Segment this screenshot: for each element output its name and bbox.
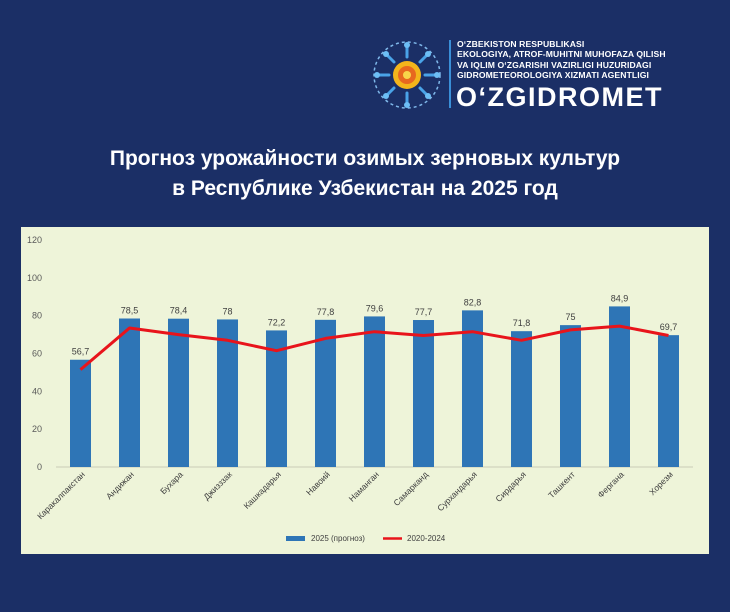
data-label: 77,7: [415, 307, 433, 317]
average-line: [79, 324, 669, 371]
bar: [560, 325, 581, 467]
brand-name: O‘ZGIDROMET: [456, 82, 663, 112]
agency-line: VA IQLIM O‘ZGARISHI VAZIRLIGI HUZURIDAGI: [457, 59, 652, 70]
data-label: 72,2: [268, 317, 286, 327]
x-tick-label: Хорезм: [647, 469, 675, 497]
data-label: 78,5: [121, 306, 139, 316]
data-label: 71,8: [513, 318, 531, 328]
x-tick-label: Джизззак: [201, 469, 234, 502]
y-tick-label: 40: [32, 386, 42, 396]
x-tick-label: Андижан: [104, 469, 136, 501]
y-tick-label: 20: [32, 424, 42, 434]
y-tick-label: 100: [27, 273, 42, 283]
bar: [609, 306, 630, 467]
bar: [413, 320, 434, 467]
y-tick-label: 120: [27, 235, 42, 245]
agency-line: O‘ZBEKISTON RESPUBLIKASI: [457, 39, 585, 49]
x-tick-label: Кашкадарья: [241, 469, 283, 511]
sun-snowflake-emblem-icon: [373, 41, 441, 109]
data-label: 78,4: [170, 306, 188, 316]
data-label: 82,8: [464, 297, 482, 307]
x-tick-label: Наманган: [347, 469, 381, 503]
x-tick-label: Самарканд: [391, 469, 430, 508]
x-tick-label: Бухара: [158, 469, 185, 496]
title-line-1: Прогноз урожайности озимых зерновых куль…: [109, 147, 621, 170]
bar: [315, 319, 336, 467]
legend-swatch-bar: [286, 536, 305, 541]
bar: [70, 359, 91, 467]
bar: [168, 318, 189, 467]
y-tick-label: 0: [37, 462, 42, 472]
data-label: 79,6: [366, 303, 384, 313]
bar: [658, 335, 679, 467]
data-label: 56,7: [72, 347, 90, 357]
logo-divider: [449, 40, 451, 108]
x-tick-label: Сурхандарья: [435, 469, 479, 513]
legend-label: 2025 (прогноз): [311, 534, 365, 543]
data-label: 78: [222, 306, 232, 316]
data-label: 77,8: [317, 307, 335, 317]
bar: [364, 316, 385, 467]
data-label: 69,7: [660, 322, 678, 332]
page-title: Прогноз урожайности озимых зерновых куль…: [0, 144, 730, 204]
data-label: 75: [565, 312, 575, 322]
y-tick-label: 60: [32, 349, 42, 359]
x-tick-label: Сирдарья: [493, 469, 528, 504]
x-tick-label: Каракалпакстан: [35, 469, 87, 521]
chart-panel: 0 20 40 60 80 100 120 56,7 78,5 78,4 78 72,2 77,8 79,…: [21, 227, 709, 554]
agency-line: GIDROMETEOROLOGIYA XIZMATI AGENTLIGI: [457, 70, 650, 81]
agency-name: O‘ZBEKISTON RESPUBLIKASI EKOLOGIYA, ATRO…: [457, 39, 666, 81]
x-tick-label: Фергана: [596, 469, 627, 500]
title-line-2: в Республике Узбекистан на 2025 год: [172, 177, 558, 200]
x-tick-label: Навоий: [304, 469, 332, 497]
bar: [217, 319, 238, 467]
bar: [462, 310, 483, 467]
legend-label: 2020-2024: [407, 534, 446, 543]
agency-line: EKOLOGIYA, ATROF-MUHITNI MUHOFAZA QILISH: [457, 49, 666, 60]
data-label: 84,9: [611, 293, 629, 303]
bar: [511, 331, 532, 467]
x-tick-label: Ташкент: [546, 469, 577, 500]
bar: [266, 330, 287, 467]
yield-chart: 0 20 40 60 80 100 120 56,7 78,5 78,4 78 72,2 77,8 79,…: [27, 235, 693, 543]
bar: [119, 318, 140, 467]
agency-logo: O‘ZBEKISTON RESPUBLIKASI EKOLOGIYA, ATRO…: [372, 38, 712, 112]
y-tick-label: 80: [32, 311, 42, 321]
